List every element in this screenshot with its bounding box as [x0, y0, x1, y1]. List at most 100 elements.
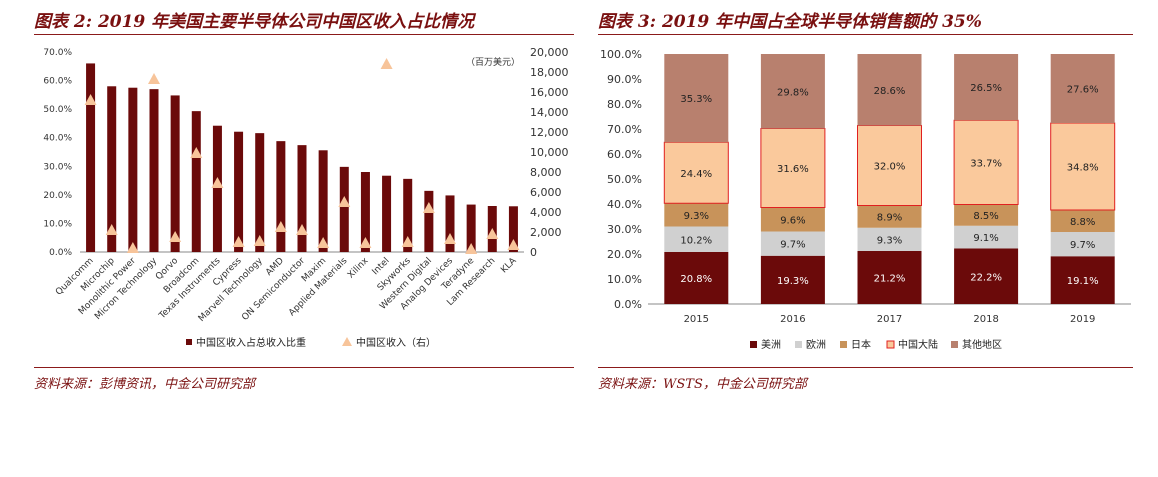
x-tick-label: Xilinx	[346, 256, 371, 281]
segment-label: 8.8%	[1070, 217, 1095, 228]
right-stacked-chart: 0.0% 10.0% 20.0% 30.0% 40.0% 50.0% 60.0% 70.0% 8…	[600, 48, 1131, 351]
revenue-marker	[380, 58, 393, 69]
y-tick-label: 100.0%	[600, 48, 642, 61]
share-bar	[255, 133, 265, 252]
segment-label: 10.2%	[680, 235, 712, 246]
x-tick-label: 2019	[1070, 314, 1095, 325]
left-title-rule	[34, 34, 574, 35]
segment-label: 22.2%	[970, 272, 1002, 283]
stack-segment-europe	[760, 231, 825, 256]
stack-segment-other	[857, 54, 922, 126]
segment-label: 24.4%	[680, 169, 712, 180]
stack-segment-americas	[1050, 256, 1115, 304]
y-tick-label: 70.0%	[607, 123, 642, 136]
y-right-tick-label: 20,000	[530, 46, 569, 59]
revenue-marker	[84, 94, 97, 105]
y-left-tick-label: 40.0%	[43, 134, 72, 144]
stack-segment-other	[760, 54, 825, 129]
stack-segment-americas	[857, 251, 922, 304]
segment-label: 34.8%	[1067, 163, 1099, 174]
share-bar	[128, 87, 138, 252]
x-tick-label: 2018	[973, 314, 998, 325]
stack-segment-other	[1050, 54, 1115, 123]
legend-label-china: 中国大陆	[898, 338, 938, 351]
revenue-marker	[253, 235, 266, 246]
x-tick-label: 2017	[877, 314, 902, 325]
revenue-marker	[126, 242, 139, 253]
legend-label-americas: 美洲	[761, 338, 781, 351]
segment-label: 26.5%	[970, 83, 1002, 94]
share-bar	[318, 150, 328, 252]
stack-segment-japan	[664, 203, 729, 227]
share-bar	[339, 166, 349, 252]
stack-segment-china	[953, 119, 1019, 205]
stack-segment-europe	[954, 225, 1019, 249]
segment-label: 9.1%	[973, 233, 998, 244]
legend-swatch-americas	[750, 341, 757, 348]
y-tick-label: 10.0%	[607, 273, 642, 286]
stack-segment-americas	[954, 248, 1019, 304]
segment-label: 19.1%	[1067, 276, 1099, 287]
revenue-marker	[211, 177, 224, 188]
share-bar	[86, 63, 96, 252]
revenue-marker	[190, 147, 203, 158]
stack-segment-americas	[760, 255, 825, 304]
x-tick-label: KLA	[499, 255, 519, 275]
legend-label-other: 其他地区	[962, 338, 1002, 351]
share-bar	[212, 125, 222, 252]
y-tick-label: 40.0%	[607, 198, 642, 211]
legend-share-swatch	[186, 339, 192, 345]
legend-share-label: 中国区收入占总收入比重	[196, 336, 306, 349]
share-bar	[382, 175, 392, 252]
revenue-marker	[507, 239, 520, 250]
share-bar	[508, 206, 518, 252]
stack-segment-china	[760, 128, 826, 208]
legend-label-japan: 日本	[851, 338, 871, 351]
y-right-tick-label: 10,000	[530, 146, 569, 159]
left-source-rule	[34, 367, 574, 368]
revenue-marker	[274, 221, 287, 232]
y-left-tick-label: 70.0%	[43, 48, 72, 58]
share-bar	[403, 178, 413, 252]
segment-label: 8.9%	[877, 213, 902, 224]
stack-segment-japan	[760, 207, 825, 232]
stack-segment-other	[664, 54, 729, 143]
x-tick-label: 2016	[780, 314, 805, 325]
revenue-marker	[444, 233, 456, 244]
revenue-marker	[401, 236, 414, 247]
revenue-marker	[296, 224, 308, 235]
revenue-marker	[422, 202, 435, 213]
y-left-tick-label: 10.0%	[43, 219, 72, 229]
y-right-tick-label: 18,000	[530, 66, 569, 79]
share-bar	[170, 95, 180, 252]
segment-label: 35.3%	[680, 94, 712, 105]
segment-label: 28.6%	[874, 86, 906, 97]
y-left-tick-label: 60.0%	[43, 77, 72, 87]
left-chart-title: 图表 2: 2019 年美国主要半导体公司中国区收入占比情况	[34, 12, 475, 32]
share-bar	[445, 195, 455, 252]
segment-label: 19.3%	[777, 276, 809, 287]
revenue-marker	[317, 237, 330, 248]
segment-label: 9.7%	[780, 240, 805, 251]
y-tick-label: 90.0%	[607, 73, 642, 86]
stack-segment-europe	[664, 226, 729, 252]
revenue-marker	[105, 224, 118, 235]
share-bar	[360, 172, 370, 252]
y-tick-label: 50.0%	[607, 173, 642, 186]
y-tick-label: 30.0%	[607, 223, 642, 236]
right-chart-title: 图表 3: 2019 年中国占全球半导体销售额的 35%	[598, 12, 982, 32]
share-bar	[191, 111, 201, 253]
legend-swatch-china	[886, 340, 895, 349]
y-right-tick-label: 8,000	[530, 166, 562, 179]
share-bar	[234, 131, 244, 252]
legend-swatch-europe	[795, 341, 802, 348]
revenue-marker	[486, 228, 499, 239]
y-right-tick-label: 6,000	[530, 186, 562, 199]
y-left-tick-label: 0.0%	[49, 248, 72, 258]
right-source-rule	[598, 367, 1133, 368]
segment-label: 32.0%	[874, 162, 906, 173]
segment-label: 31.6%	[777, 164, 809, 175]
stack-segment-europe	[1050, 232, 1115, 257]
legend-swatch-other	[951, 341, 958, 348]
y-right-tick-label: 2,000	[530, 226, 562, 239]
